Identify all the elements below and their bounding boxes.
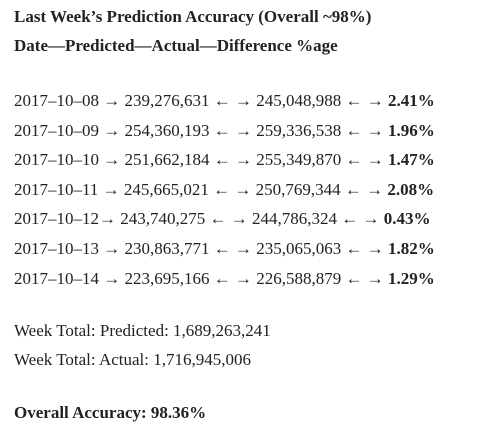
difference: 2.41% — [388, 91, 435, 110]
row-text: 2017–10–10 → 251,662,184 ← → 255,349,870… — [14, 150, 384, 170]
row-text: 2017–10–09 → 254,360,193 ← → 259,336,538… — [14, 120, 384, 140]
difference: 0.43% — [383, 209, 431, 229]
difference: 2.08% — [387, 179, 435, 199]
row: 2017–10–14 → 223,695,166 ← → 226,588,879… — [14, 269, 435, 289]
row: 2017–10–10 → 251,662,184 ← → 255,349,870… — [14, 150, 435, 170]
column-header: Date—Predicted—Actual—Difference %age — [14, 36, 338, 55]
week-total-predicted: Week Total: Predicted: 1,689,263,241 — [14, 321, 271, 340]
row: 2017–10–13 → 230,863,771 ← → 235,065,063… — [14, 239, 435, 259]
row: 2017–10–08 → 239,276,631 ← → 245,048,988… — [14, 91, 435, 111]
row: 2017–10–12→ 243,740,275 ← → 244,786,324 … — [14, 209, 431, 229]
difference: 1.47% — [388, 150, 435, 170]
row: 2017–10–11 → 245,665,021 ← → 250,769,344… — [14, 180, 434, 200]
week-total-actual: Week Total: Actual: 1,716,945,006 — [14, 350, 251, 369]
row-text: 2017–10–14 → 223,695,166 ← → 226,588,879… — [14, 268, 384, 288]
row-text: 2017–10–08 → 239,276,631 ← → 245,048,988… — [14, 91, 384, 110]
overall-accuracy: Overall Accuracy: 98.36% — [14, 403, 207, 422]
row-text: 2017–10–12→ 243,740,275 ← → 244,786,324 … — [14, 209, 380, 229]
difference: 1.29% — [388, 268, 435, 288]
row: 2017–10–09 → 254,360,193 ← → 259,336,538… — [14, 121, 435, 141]
difference: 1.96% — [388, 120, 435, 140]
title: Last Week’s Prediction Accuracy (Overall… — [14, 7, 372, 26]
row-text: 2017–10–11 → 245,665,021 ← → 250,769,344… — [14, 179, 384, 199]
difference: 1.82% — [388, 239, 435, 258]
row-text: 2017–10–13 → 230,863,771 ← → 235,065,063… — [14, 239, 384, 258]
